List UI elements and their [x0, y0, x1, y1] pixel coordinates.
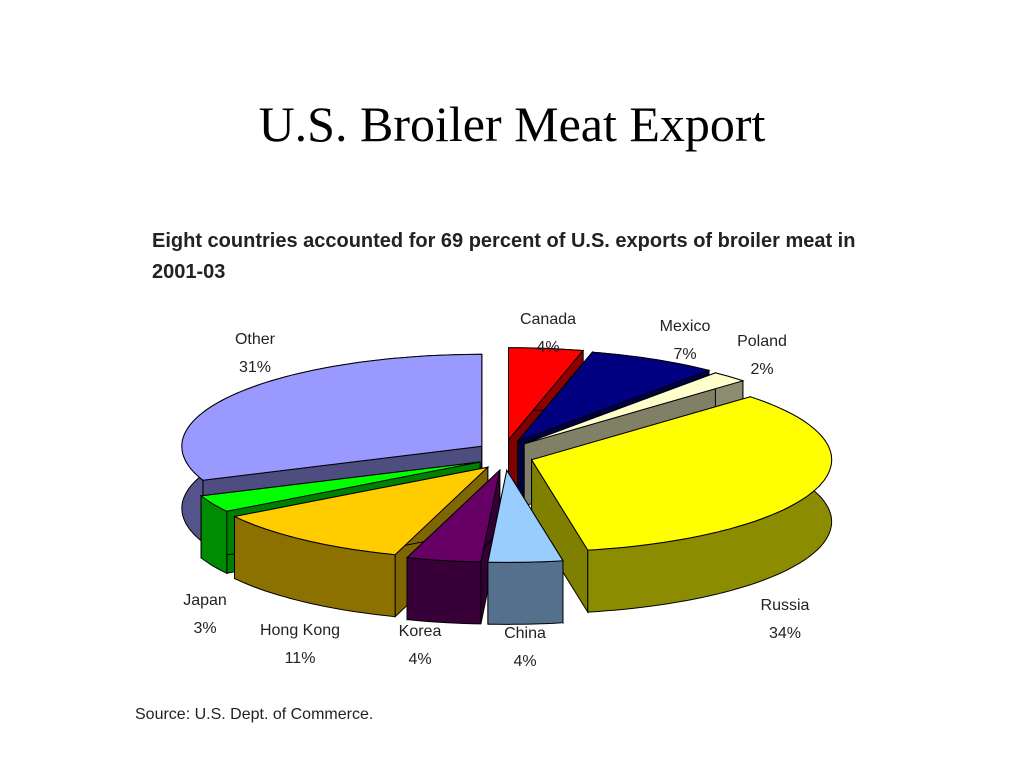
chart-title: Eight countries accounted for 69 percent… [152, 230, 856, 283]
slice-value-label: 34% [769, 625, 801, 642]
slice-top [232, 466, 490, 556]
slice-label: Korea [399, 623, 442, 640]
slice-label: Hong Kong [260, 622, 340, 639]
slice-label: Mexico [660, 318, 711, 335]
slice-top [181, 353, 483, 481]
slice-side [487, 560, 564, 625]
slice-label: Japan [183, 592, 227, 609]
slice-value-label: 7% [673, 346, 696, 363]
slice-top [199, 461, 481, 512]
slice [530, 396, 833, 614]
slice-top [508, 347, 585, 442]
slice [487, 468, 564, 625]
slice-top [524, 372, 745, 445]
source-note: Source: U.S. Dept. of Commerce. [135, 706, 374, 723]
slice-top [405, 468, 501, 563]
slice-label: China [504, 625, 546, 642]
slice-label: Canada [520, 311, 576, 328]
slice-top [487, 469, 564, 563]
slice-label: Russia [761, 597, 810, 614]
slice-top [516, 351, 711, 443]
slice [405, 468, 501, 625]
slice-label: Poland [737, 333, 787, 350]
slice-value-label: 11% [285, 650, 316, 667]
slice-top [530, 396, 833, 551]
slice-value-label: 4% [513, 653, 536, 670]
slice-side [406, 557, 482, 625]
slice-label: Other [235, 331, 276, 348]
slice-value-label: 3% [193, 620, 216, 637]
slice-value-label: 2% [750, 361, 773, 378]
slice-value-label: 4% [536, 339, 559, 356]
slice-value-label: 31% [239, 359, 271, 376]
slide-title: U.S. Broiler Meat Export [258, 96, 766, 152]
slice-value-label: 4% [408, 651, 431, 668]
